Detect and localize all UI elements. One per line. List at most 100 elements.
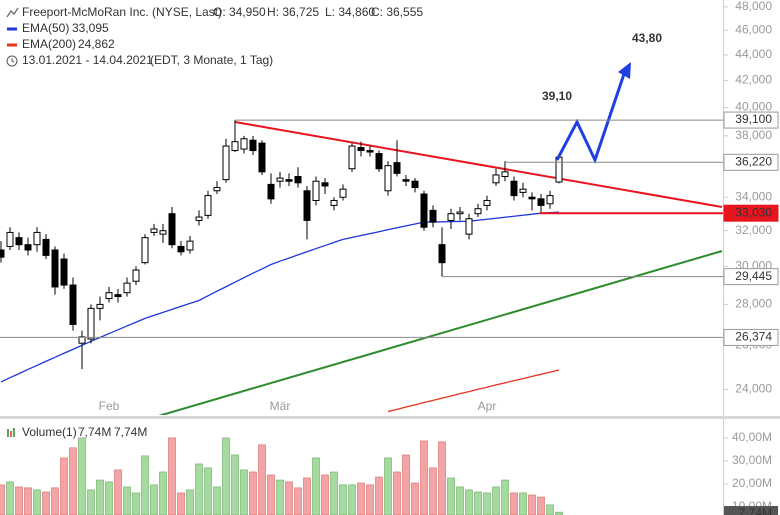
annotation: 39,10 xyxy=(542,89,572,103)
y-tick-label: 30,00M xyxy=(732,453,772,467)
price-plot xyxy=(0,120,723,415)
y-tick-label: 38,000 xyxy=(735,128,772,142)
y-tick-label: 40,000 xyxy=(735,100,772,114)
legend-value: 33,095 xyxy=(72,21,109,35)
level-box xyxy=(723,111,779,129)
ema-line xyxy=(387,369,560,413)
candle-body xyxy=(447,213,455,221)
volume-bar xyxy=(222,437,230,515)
volume-bar xyxy=(402,454,410,515)
candle-body xyxy=(420,193,428,228)
date-range: 13.01.2021 - 14.04.2021 xyxy=(22,53,153,67)
volume-bar xyxy=(384,457,392,515)
candle-body xyxy=(150,228,158,233)
volume-bar xyxy=(42,491,50,515)
volume-title: Volume(1) xyxy=(22,425,77,439)
volume-bar xyxy=(6,481,14,515)
volume-icon xyxy=(7,429,9,437)
y-tick-label: 40,00M xyxy=(732,430,772,444)
volume-plot xyxy=(0,437,563,515)
level-box xyxy=(723,328,779,346)
candle-body xyxy=(105,292,113,300)
candle-body xyxy=(51,249,59,288)
candle-body xyxy=(366,150,374,153)
volume-bar xyxy=(267,474,275,515)
volume-bar xyxy=(285,481,293,515)
volume-bar xyxy=(105,481,113,515)
volume-bar xyxy=(33,489,41,515)
volume-bar xyxy=(555,511,563,515)
y-tick-label: 34,000 xyxy=(735,189,772,203)
y-tick-label: 28,000 xyxy=(735,297,772,311)
volume-bar xyxy=(60,457,68,515)
candle-body xyxy=(132,269,140,282)
volume-bar xyxy=(168,437,176,515)
volume-bar xyxy=(177,492,185,515)
volume-bar xyxy=(537,496,545,515)
clock-hand xyxy=(11,58,15,63)
volume-bar xyxy=(375,476,383,515)
volume-bar xyxy=(312,457,320,515)
candle-body xyxy=(204,195,212,216)
chart-icon xyxy=(6,7,19,18)
candle-body xyxy=(357,147,365,152)
volume-bar xyxy=(258,444,266,515)
candle-body xyxy=(186,240,194,251)
header: Freeport-McMoRan Inc. (NYSE, Last) O: 34… xyxy=(0,3,662,439)
volume-bar xyxy=(546,504,554,515)
panel-divider xyxy=(0,416,780,419)
volume-bar xyxy=(366,484,374,515)
volume-bar xyxy=(528,494,536,515)
volume-bar xyxy=(159,471,167,515)
volume-bar xyxy=(411,482,419,515)
level-label: 26,374 xyxy=(735,330,772,344)
candle-body xyxy=(411,180,419,189)
volume-bar xyxy=(510,492,518,515)
candle-body xyxy=(519,188,527,193)
candle-body xyxy=(321,182,329,187)
candle-body xyxy=(528,196,536,200)
volume-bar xyxy=(87,489,95,515)
volume-box-label: 7,74M xyxy=(739,506,772,515)
y-tick-label: 20,00M xyxy=(732,476,772,490)
ohlc-label: C: 36,555 xyxy=(371,5,423,19)
volume-icon xyxy=(10,431,12,437)
volume-bar xyxy=(204,467,212,515)
volume-bar xyxy=(69,447,77,515)
candle-body xyxy=(114,294,122,298)
candle-body xyxy=(15,237,23,246)
candle-body xyxy=(348,145,356,170)
legend-label: EMA(200) xyxy=(22,37,76,51)
volume-bar xyxy=(240,469,248,515)
levels: 39,100 36,220 33,030 29,445 26,374 7,74M xyxy=(0,111,779,515)
volume-bar xyxy=(438,441,446,515)
candle-body xyxy=(258,142,266,173)
volume-bar xyxy=(294,487,302,515)
candle-body xyxy=(222,145,230,181)
volume-bar xyxy=(321,474,329,515)
candle-body xyxy=(537,198,545,206)
y-tick-label: 48,000 xyxy=(735,0,772,13)
ohlc-label: O: 34,950 xyxy=(213,5,266,19)
period-note: (EDT, 3 Monate, 1 Tag) xyxy=(150,53,273,67)
candle-body xyxy=(402,179,410,182)
candle-body xyxy=(492,174,500,184)
y-tick-label: 44,000 xyxy=(735,47,772,61)
candle-body xyxy=(375,153,383,170)
candle-body xyxy=(483,199,491,206)
volume-bar xyxy=(465,489,473,515)
volume-bar xyxy=(276,479,284,515)
ohlc-label: L: 34,860 xyxy=(325,5,375,19)
candle-body xyxy=(69,284,77,325)
candle-body xyxy=(177,245,185,253)
volume-bar xyxy=(339,484,347,515)
candle-body xyxy=(303,190,311,221)
candle-body xyxy=(213,187,221,192)
volume-bar xyxy=(114,469,122,515)
candle-body xyxy=(123,282,131,294)
volume-bar xyxy=(213,486,221,515)
volume-bar xyxy=(141,455,149,515)
volume-bar xyxy=(186,489,194,515)
candle-body xyxy=(60,258,68,286)
candle-body xyxy=(285,179,293,182)
